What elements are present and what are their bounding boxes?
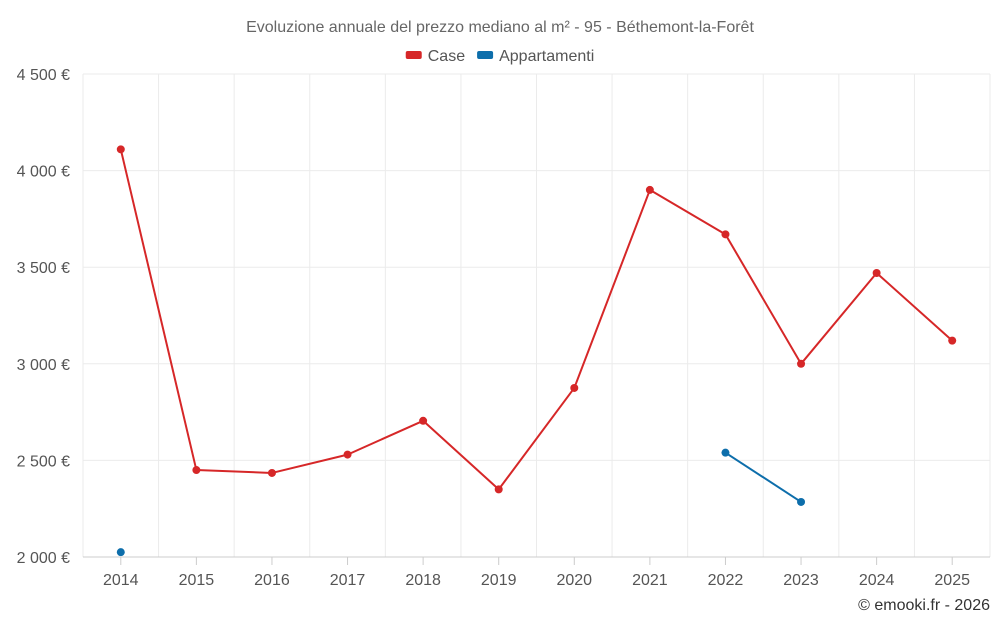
y-tick-label: 3 000 € <box>17 357 70 374</box>
credit-text: © emooki.fr - 2026 <box>858 597 990 614</box>
grid <box>82 73 991 557</box>
y-tick-label: 2 000 € <box>17 550 70 567</box>
series-line <box>724 451 802 503</box>
data-point[interactable] <box>570 383 579 392</box>
x-tick-label: 2015 <box>179 572 215 589</box>
x-tick-label: 2023 <box>783 572 819 589</box>
series-line <box>119 149 953 491</box>
x-tick-label: 2017 <box>330 572 366 589</box>
y-tick-label: 2 500 € <box>17 453 70 470</box>
data-point[interactable] <box>797 497 806 506</box>
legend-item-appartamenti[interactable]: Appartamenti <box>477 48 594 65</box>
legend-item-case[interactable]: Case <box>405 48 465 65</box>
x-axis: 2014 2015 2016 2017 2018 2019 2020 2021 2022 2023… <box>83 556 990 589</box>
data-point[interactable] <box>343 450 352 459</box>
data-point[interactable] <box>267 468 276 477</box>
data-point[interactable] <box>721 230 730 239</box>
data-point[interactable] <box>645 185 654 194</box>
x-tick-label: 2019 <box>481 572 517 589</box>
series-appartamenti <box>116 448 806 557</box>
x-tick-label: 2024 <box>859 572 895 589</box>
y-tick-label: 3 500 € <box>17 260 70 277</box>
legend-label: Case <box>428 48 465 65</box>
legend-swatch <box>405 51 422 59</box>
data-point[interactable] <box>116 145 125 154</box>
chart-title: Evoluzione annuale del prezzo mediano al… <box>246 19 754 36</box>
data-point[interactable] <box>192 466 201 475</box>
data-point[interactable] <box>419 416 428 425</box>
series-group <box>116 145 957 557</box>
x-tick-label: 2016 <box>254 572 290 589</box>
x-tick-label: 2014 <box>103 572 139 589</box>
data-point[interactable] <box>721 448 730 457</box>
legend-swatch <box>477 51 494 59</box>
y-tick-label: 4 000 € <box>17 164 70 181</box>
x-tick-label: 2020 <box>556 572 592 589</box>
data-point[interactable] <box>872 268 881 277</box>
x-tick-label: 2021 <box>632 572 668 589</box>
legend[interactable]: Case Appartamenti <box>405 48 595 65</box>
y-axis: 2 000 € 2 500 € 3 000 € 3 500 € 4 000 € 4 500… <box>17 67 70 567</box>
series-case <box>116 145 957 494</box>
y-tick-label: 4 500 € <box>17 67 70 84</box>
data-point[interactable] <box>116 548 125 557</box>
x-tick-label: 2025 <box>934 572 970 589</box>
data-point[interactable] <box>494 485 503 494</box>
x-tick-label: 2022 <box>708 572 744 589</box>
data-point[interactable] <box>948 336 957 345</box>
legend-label: Appartamenti <box>499 48 594 65</box>
data-point[interactable] <box>797 359 806 368</box>
x-tick-label: 2018 <box>405 572 441 589</box>
